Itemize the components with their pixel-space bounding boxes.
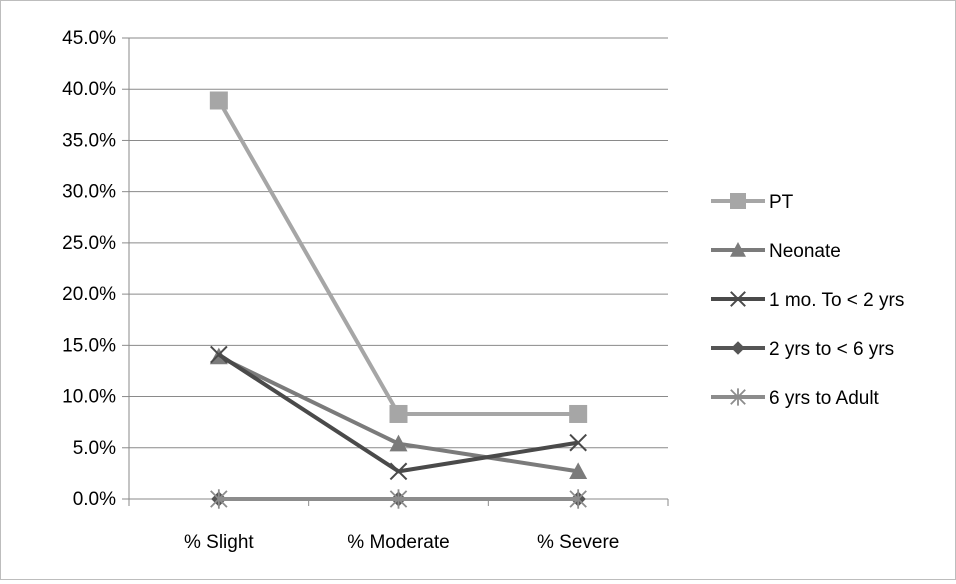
legend-label: PT bbox=[769, 192, 794, 213]
y-tick-label: 35.0% bbox=[62, 130, 116, 151]
series-line bbox=[217, 99, 579, 416]
data-point bbox=[389, 489, 408, 509]
y-tick-label: 30.0% bbox=[62, 182, 116, 203]
y-tick-label: 40.0% bbox=[62, 79, 116, 100]
legend-label: 2 yrs to < 6 yrs bbox=[769, 339, 894, 360]
legend-label: Neonate bbox=[769, 241, 841, 262]
y-tick-label: 10.0% bbox=[62, 387, 116, 408]
y-tick-label: 15.0% bbox=[62, 335, 116, 356]
x-tick-label: % Moderate bbox=[347, 532, 449, 553]
series-4 bbox=[210, 489, 587, 509]
y-tick-label: 5.0% bbox=[73, 438, 116, 459]
marker-stroke bbox=[730, 291, 746, 307]
data-point bbox=[389, 434, 408, 452]
data-point bbox=[569, 489, 587, 509]
data-point bbox=[209, 91, 228, 110]
data-point bbox=[210, 489, 228, 509]
legend: PT Neonate 1 mo. To < 2 yrs 2 yrs to < 6 yr… bbox=[711, 192, 904, 409]
legend-item: 2 yrs to < 6 yrs bbox=[711, 339, 894, 360]
data-point bbox=[569, 404, 588, 423]
legend-item: 6 yrs to Adult bbox=[711, 388, 880, 409]
series-lines bbox=[209, 91, 588, 509]
legend-marker bbox=[730, 193, 746, 209]
legend-marker bbox=[730, 291, 746, 307]
legend-label: 1 mo. To < 2 yrs bbox=[769, 290, 904, 311]
axes: 0.0% 5.0% 10.0% 15.0% 20.0% 25.0% 30.0% 35.0% 40… bbox=[62, 28, 669, 553]
data-point bbox=[569, 462, 588, 479]
series-0 bbox=[209, 91, 588, 423]
legend-item: 1 mo. To < 2 yrs bbox=[711, 290, 904, 311]
legend-label: 6 yrs to Adult bbox=[769, 388, 880, 409]
legend-item: Neonate bbox=[711, 241, 841, 262]
y-tick-label: 20.0% bbox=[62, 284, 116, 305]
legend-marker bbox=[731, 341, 745, 355]
x-tick-label: % Slight bbox=[184, 532, 254, 553]
y-tick-label: 45.0% bbox=[62, 28, 116, 49]
series-2 bbox=[210, 345, 587, 481]
legend-item: PT bbox=[711, 192, 794, 213]
data-point bbox=[210, 345, 228, 364]
y-tick-label: 25.0% bbox=[62, 233, 116, 254]
gridlines bbox=[129, 37, 668, 449]
data-point bbox=[389, 404, 408, 423]
marker-stroke bbox=[389, 462, 408, 481]
legend-marker bbox=[730, 242, 746, 257]
data-point bbox=[389, 462, 408, 481]
legend-marker bbox=[730, 388, 746, 406]
y-tick-label: 0.0% bbox=[73, 489, 116, 510]
marker-stroke bbox=[210, 345, 228, 364]
marker-stroke bbox=[569, 433, 587, 452]
data-point bbox=[569, 433, 587, 452]
x-tick-label: % Severe bbox=[537, 532, 619, 553]
